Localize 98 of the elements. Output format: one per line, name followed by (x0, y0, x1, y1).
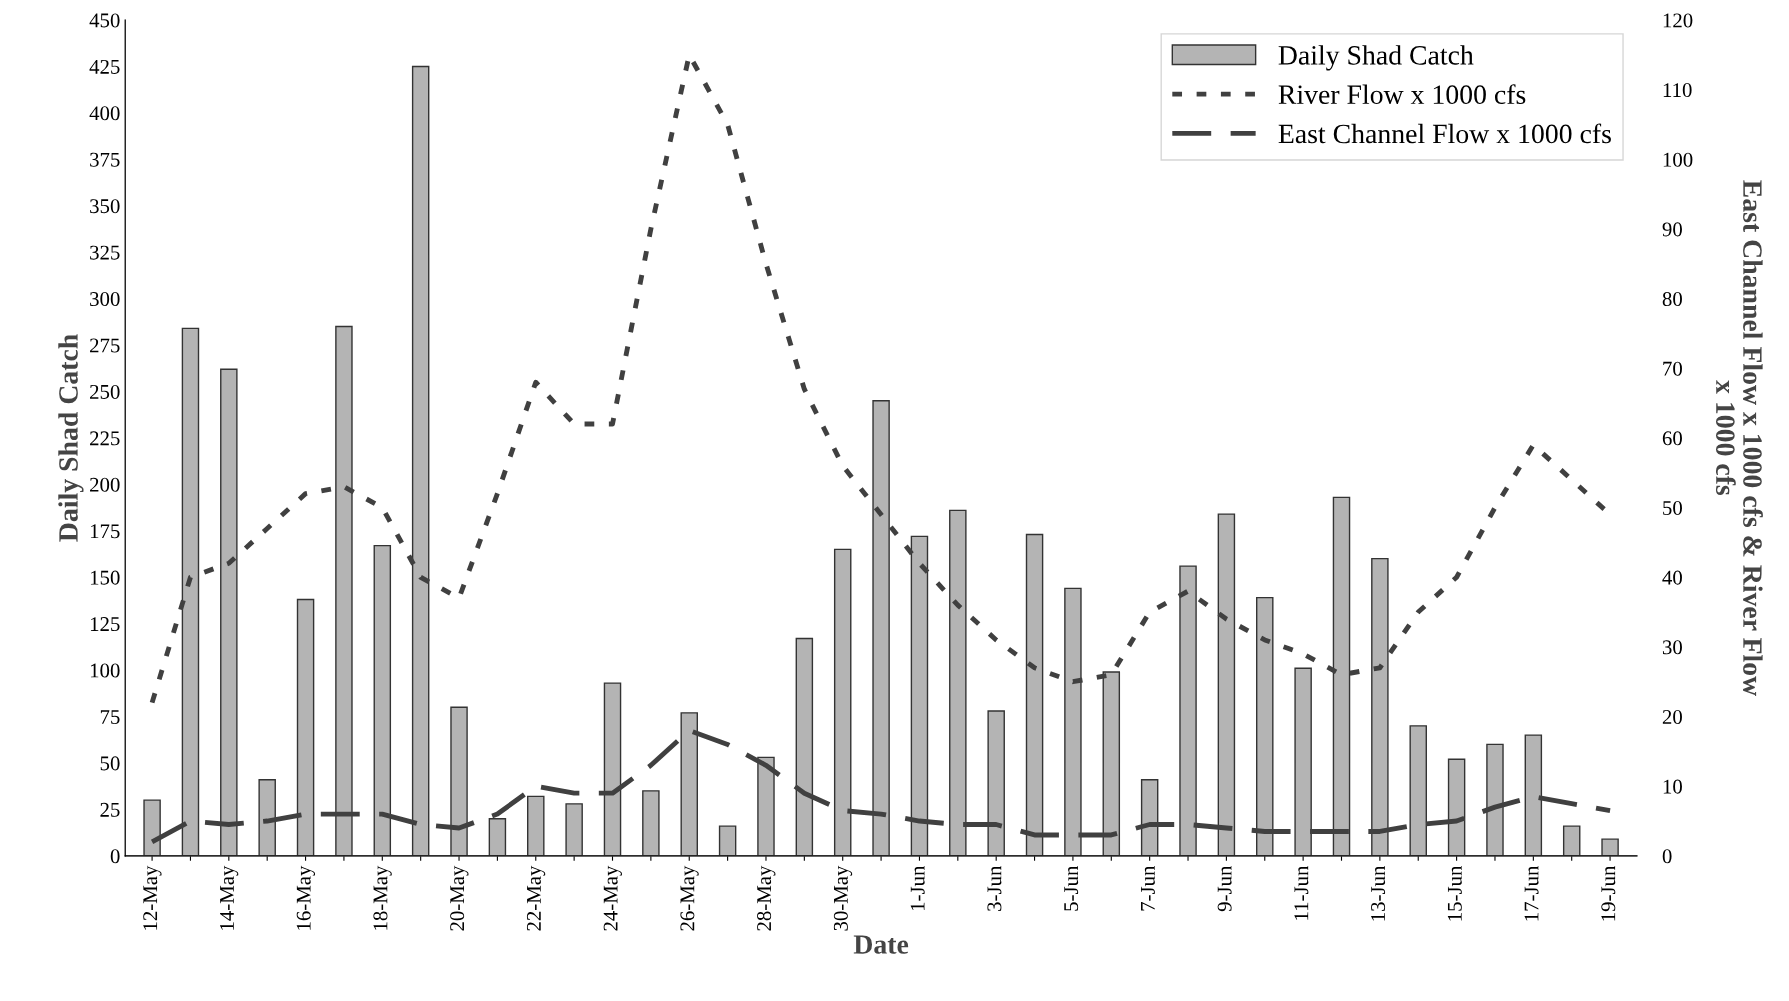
bar (1524, 734, 1543, 856)
y-tick-label: 50 (100, 756, 120, 771)
bar (1562, 825, 1581, 856)
y-tick-label: 125 (90, 617, 120, 632)
y-tick-label: 300 (90, 292, 120, 307)
y-tick-label: 25 (100, 802, 120, 817)
bar (143, 799, 161, 856)
bar (296, 598, 315, 856)
x-tick-label: 7-Jun (1141, 865, 1155, 911)
bar (1064, 587, 1082, 856)
y-tick-label: 225 (90, 431, 120, 446)
bar (335, 325, 353, 856)
bar (872, 400, 890, 856)
x-tick-label: 30-May (833, 865, 853, 931)
y2-tick-label: 30 (1662, 640, 1682, 655)
y-tick-label: 425 (89, 59, 120, 74)
y-tick-label: 175 (90, 524, 120, 539)
y2-tick-label: 100 (1663, 152, 1693, 167)
y-tick-label: 250 (90, 384, 120, 399)
bar (718, 825, 737, 856)
y2-tick-label: 50 (1663, 500, 1682, 516)
y-tick-label: 275 (90, 338, 120, 353)
x-tick-label: 16-May (296, 865, 316, 930)
x-tick-label: 19-Jun (1601, 865, 1616, 921)
x-tick-label: 26-May (680, 865, 699, 931)
x-tick-label: 24-May (603, 865, 622, 931)
x-tick-label: 28-May (757, 865, 776, 931)
y2-tick-label: 90 (1662, 222, 1682, 237)
x-tick-label: 12-May (143, 865, 162, 930)
bar (220, 368, 238, 856)
bar (450, 706, 468, 856)
y-tick-label: 75 (100, 710, 120, 724)
bar (910, 535, 929, 856)
y-axis-title: Daily Shad Catch (58, 334, 84, 542)
x-tick-label: 5-Jun (1064, 865, 1079, 911)
y2-tick-label: 80 (1662, 292, 1682, 307)
x-axis-title: Date (853, 935, 909, 954)
y2-tick-label: 70 (1663, 361, 1682, 376)
y2-tick-label: 60 (1662, 431, 1682, 446)
y-tick-label: 200 (90, 477, 120, 492)
bar (258, 779, 276, 856)
x-tick-label: 22-May (526, 865, 546, 931)
bar (680, 712, 698, 856)
bar (411, 65, 430, 856)
bar (1179, 565, 1197, 856)
y2-tick-label: 20 (1662, 709, 1682, 724)
legend-label: Daily Shad Catch (1278, 45, 1474, 71)
y-tick-label: 450 (89, 13, 120, 28)
y-tick-label: 0 (110, 849, 120, 864)
x-tick-label: 15-Jun (1447, 865, 1462, 921)
bar (1601, 838, 1619, 856)
bar (527, 795, 545, 856)
bar (181, 327, 200, 856)
bar (565, 803, 583, 856)
y2-tick-label: 10 (1663, 779, 1682, 794)
bar (1371, 557, 1389, 856)
x-tick-label: 14-May (220, 865, 239, 930)
x-tick-label: 13-Jun (1371, 865, 1386, 921)
y-tick-label: 400 (89, 106, 120, 121)
y-tick-label: 375 (90, 152, 120, 167)
bar (757, 756, 775, 856)
bar (1332, 496, 1351, 856)
bar (1447, 758, 1466, 856)
bar (1025, 533, 1044, 856)
bar (1409, 725, 1427, 856)
y-tick-label: 350 (90, 199, 120, 214)
legend-label: East Channel Flow x 1000 cfs (1278, 123, 1611, 144)
bar (642, 790, 660, 856)
x-tick-label: 20-May (450, 865, 469, 931)
x-tick-label: 17-Jun (1524, 865, 1539, 921)
y-tick-label: 325 (90, 245, 120, 260)
x-tick-label: 3-Jun (987, 865, 1002, 911)
bar (1140, 779, 1159, 856)
x-tick-label: 1-Jun (910, 865, 925, 911)
y-tick-label: 150 (90, 570, 120, 585)
bar (1217, 513, 1236, 856)
x-tick-label: 18-May (373, 865, 392, 930)
y2-tick-label: 0 (1662, 849, 1672, 864)
bar (795, 637, 814, 856)
x-tick-label: 11-Jun (1294, 865, 1309, 920)
bar (949, 509, 967, 856)
bar (1486, 743, 1504, 856)
bar (603, 682, 622, 856)
y2-tick-label: 110 (1663, 83, 1692, 98)
y-tick-label: 100 (90, 663, 120, 678)
x-tick-label: 9-Jun (1217, 865, 1232, 912)
y2-tick-label: 40 (1662, 570, 1682, 585)
bar (1256, 596, 1274, 856)
y2-tick-label: 120 (1663, 13, 1693, 28)
bar (1294, 667, 1312, 856)
y2-axis-title: East Channel Flow x 1000 cfs & River Flow x 1000 cfs (1715, 180, 1763, 697)
bar (373, 544, 392, 856)
bar (1102, 671, 1121, 856)
legend-label: River Flow x 1000 cfs (1278, 84, 1526, 105)
line-series (149, 728, 1613, 845)
bar (987, 710, 1005, 856)
bar (833, 548, 852, 856)
bar (488, 818, 507, 856)
